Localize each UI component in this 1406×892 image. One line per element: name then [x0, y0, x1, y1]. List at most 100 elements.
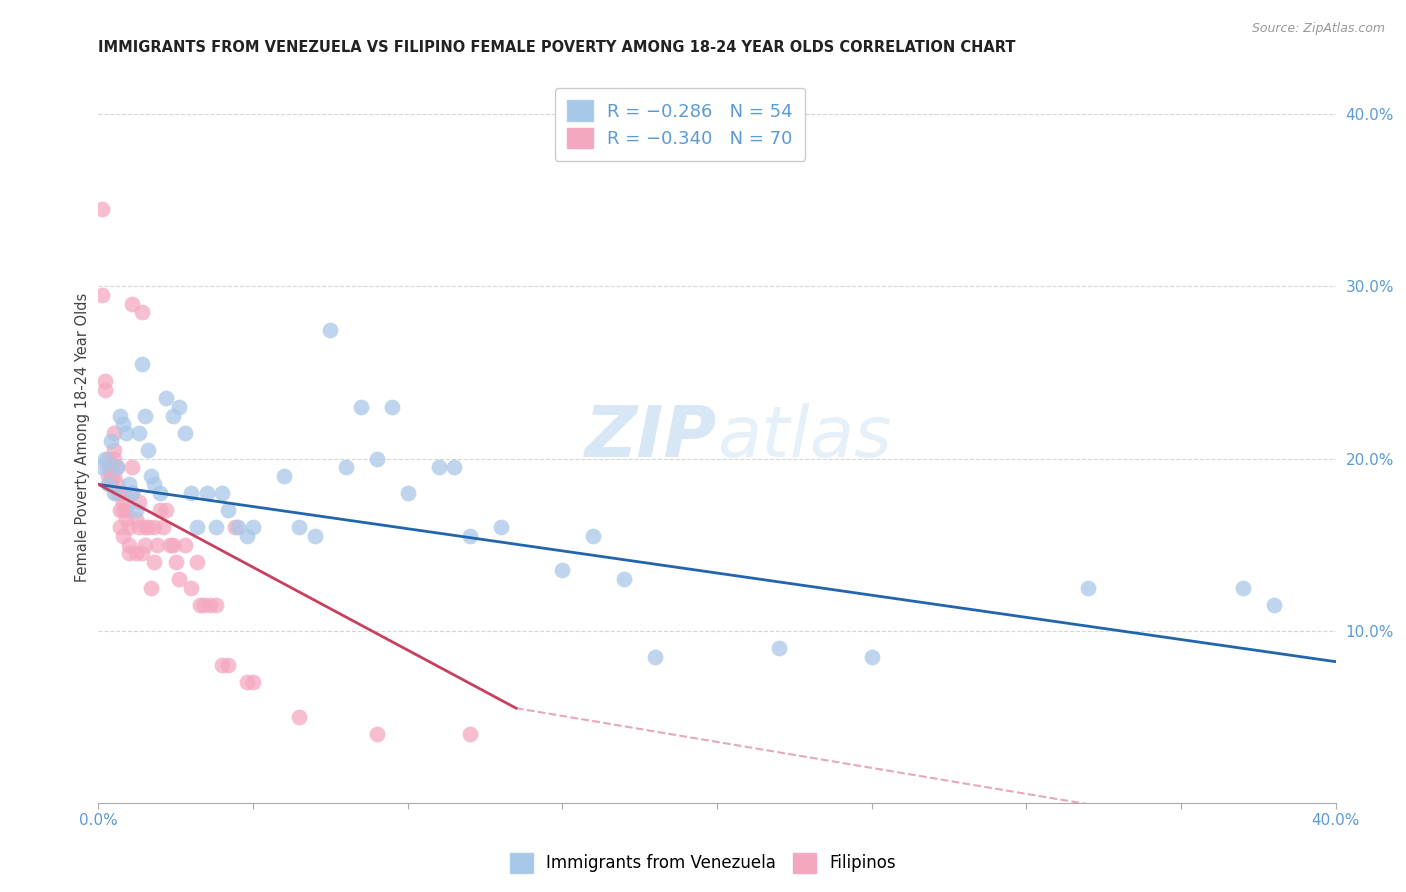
Point — [366, 727, 388, 741]
Point — [103, 451, 125, 466]
Point — [115, 425, 138, 440]
Point — [121, 486, 143, 500]
Point — [124, 503, 146, 517]
Point — [90, 460, 112, 475]
Point — [613, 572, 636, 586]
Point — [1263, 598, 1285, 612]
Point — [304, 529, 326, 543]
Point — [162, 409, 184, 423]
Point — [167, 400, 190, 414]
Point — [211, 658, 233, 673]
Point — [242, 520, 264, 534]
Point — [288, 710, 311, 724]
Point — [152, 520, 174, 534]
Point — [193, 598, 215, 612]
Point — [128, 520, 150, 534]
Point — [381, 400, 404, 414]
Point — [155, 392, 177, 406]
Text: atlas: atlas — [717, 402, 891, 472]
Point — [90, 288, 112, 302]
Point — [103, 468, 125, 483]
Point — [112, 494, 135, 508]
Point — [105, 460, 128, 475]
Point — [100, 434, 122, 449]
Point — [97, 477, 120, 491]
Point — [131, 357, 153, 371]
Point — [211, 486, 233, 500]
Point — [108, 409, 131, 423]
Point — [134, 409, 156, 423]
Point — [118, 546, 141, 560]
Point — [143, 477, 166, 491]
Point — [174, 538, 197, 552]
Point — [174, 425, 197, 440]
Point — [167, 572, 190, 586]
Point — [458, 529, 481, 543]
Point — [121, 296, 143, 310]
Point — [105, 486, 128, 500]
Point — [217, 658, 239, 673]
Point — [105, 460, 128, 475]
Point — [131, 546, 153, 560]
Point — [195, 486, 218, 500]
Point — [165, 555, 187, 569]
Point — [121, 486, 143, 500]
Point — [112, 529, 135, 543]
Point — [112, 486, 135, 500]
Point — [112, 417, 135, 432]
Point — [159, 538, 181, 552]
Text: ZIP: ZIP — [585, 402, 717, 472]
Point — [273, 468, 295, 483]
Point — [121, 460, 143, 475]
Point — [139, 468, 162, 483]
Point — [224, 520, 246, 534]
Point — [115, 512, 138, 526]
Point — [128, 425, 150, 440]
Point — [443, 460, 465, 475]
Point — [860, 649, 883, 664]
Point — [149, 486, 172, 500]
Point — [103, 486, 125, 500]
Point — [93, 451, 115, 466]
Point — [139, 581, 162, 595]
Point — [100, 460, 122, 475]
Point — [186, 555, 208, 569]
Point — [97, 468, 120, 483]
Point — [205, 598, 228, 612]
Point — [97, 451, 120, 466]
Point — [118, 477, 141, 491]
Point — [350, 400, 373, 414]
Point — [162, 538, 184, 552]
Point — [335, 460, 357, 475]
Point — [108, 503, 131, 517]
Point — [100, 477, 122, 491]
Point — [118, 520, 141, 534]
Point — [100, 468, 122, 483]
Point — [236, 529, 259, 543]
Point — [644, 649, 666, 664]
Point — [198, 598, 221, 612]
Point — [489, 520, 512, 534]
Point — [97, 460, 120, 475]
Point — [93, 374, 115, 388]
Point — [226, 520, 249, 534]
Point — [155, 503, 177, 517]
Point — [124, 546, 146, 560]
Text: IMMIGRANTS FROM VENEZUELA VS FILIPINO FEMALE POVERTY AMONG 18-24 YEAR OLDS CORRE: IMMIGRANTS FROM VENEZUELA VS FILIPINO FE… — [98, 40, 1017, 55]
Point — [90, 202, 112, 216]
Point — [131, 305, 153, 319]
Point — [427, 460, 450, 475]
Point — [236, 675, 259, 690]
Point — [108, 520, 131, 534]
Legend: Immigrants from Venezuela, Filipinos: Immigrants from Venezuela, Filipinos — [503, 847, 903, 880]
Point — [118, 538, 141, 552]
Point — [103, 425, 125, 440]
Point — [288, 520, 311, 534]
Point — [1232, 581, 1254, 595]
Point — [112, 503, 135, 517]
Point — [1077, 581, 1099, 595]
Point — [128, 494, 150, 508]
Point — [103, 442, 125, 457]
Point — [136, 442, 159, 457]
Point — [124, 512, 146, 526]
